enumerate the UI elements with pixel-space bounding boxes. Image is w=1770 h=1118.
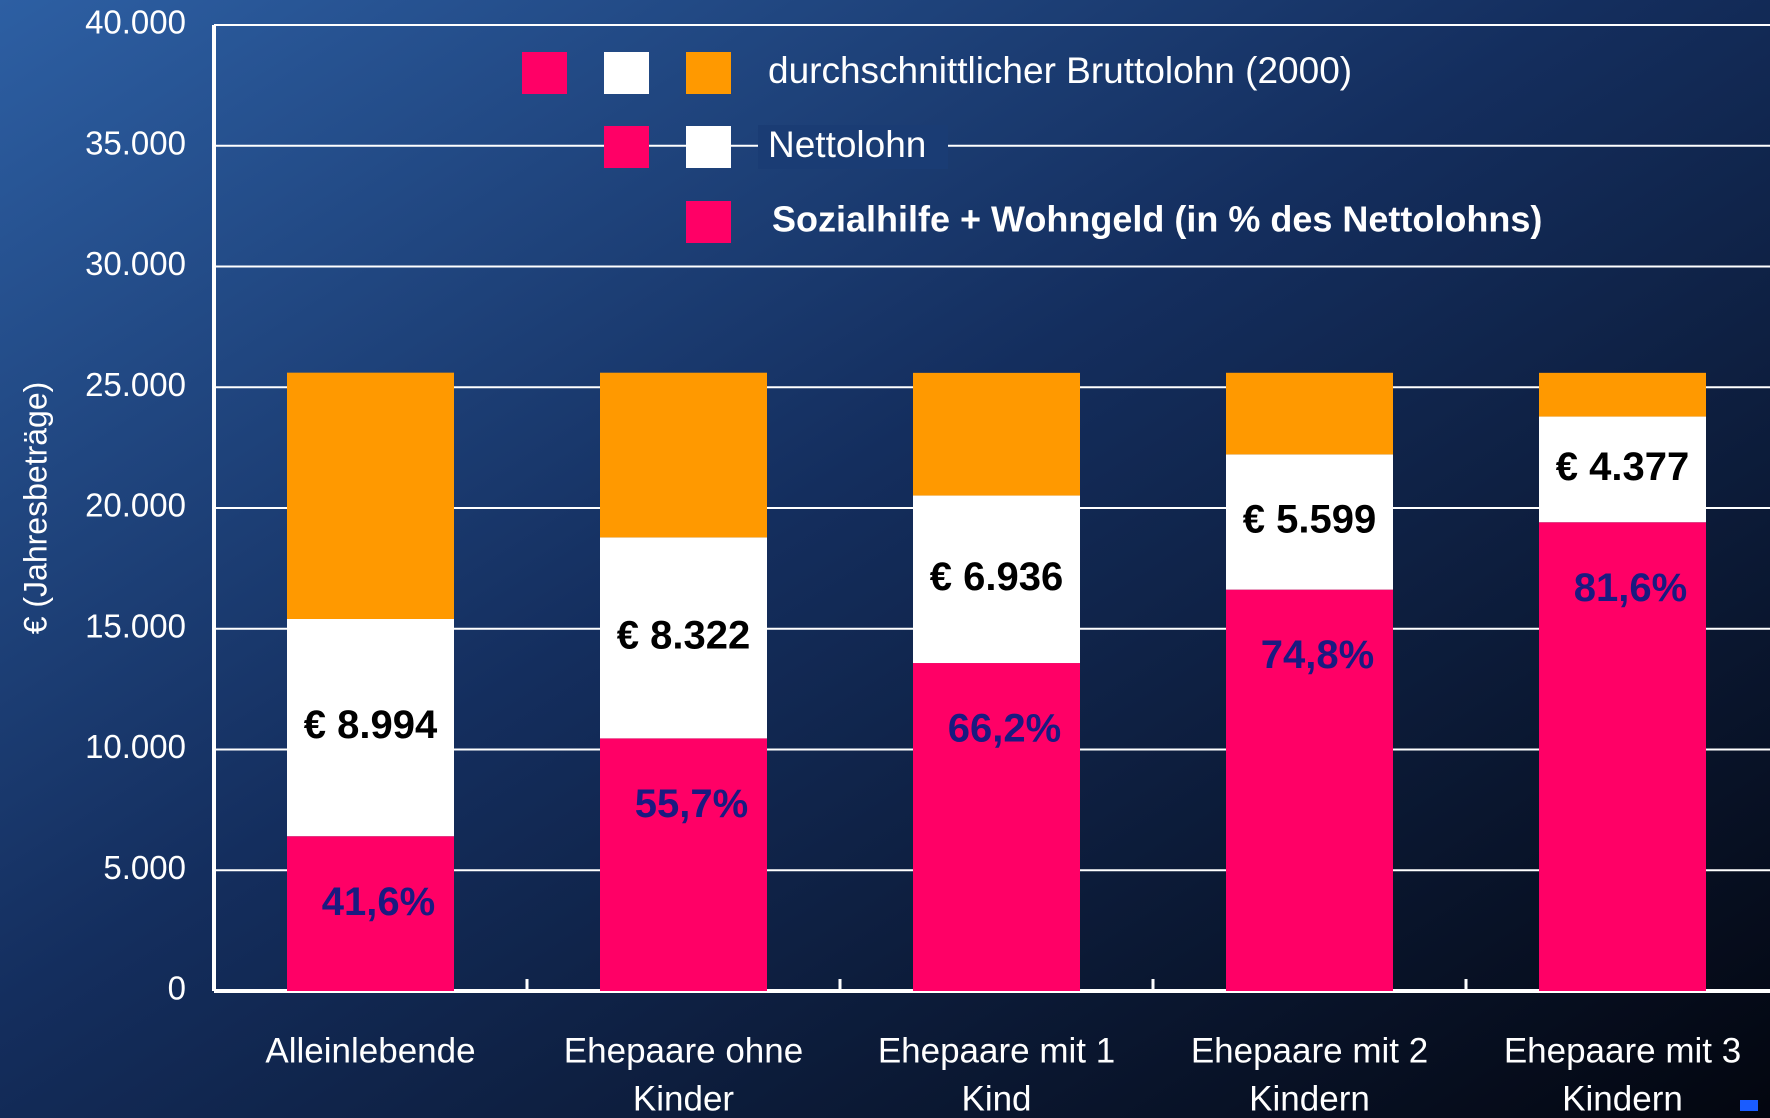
bar-segment — [1539, 522, 1706, 991]
legend-text-bg — [758, 125, 948, 169]
bar-segment — [913, 495, 1080, 664]
value-label: € 6.936 — [930, 555, 1063, 599]
legend-swatch — [686, 201, 731, 243]
y-tick-label: 20.000 — [85, 487, 186, 524]
y-tick-label: 5.000 — [103, 849, 186, 886]
bar-segment — [1226, 454, 1393, 590]
legend-label: Nettolohn — [768, 124, 926, 165]
bar-segment — [913, 663, 1080, 991]
y-tick-label: 10.000 — [85, 728, 186, 765]
share-label: 74,8% — [1261, 633, 1374, 677]
bar-segment — [1539, 416, 1706, 523]
bar-segment — [1539, 372, 1706, 417]
x-tick-label: Kindern — [1562, 1079, 1683, 1118]
legend-swatch — [604, 126, 649, 168]
bar-segment — [287, 372, 454, 619]
y-tick-label: 0 — [168, 970, 186, 1007]
legend-swatch — [686, 52, 731, 94]
bar-segment — [600, 372, 767, 538]
legend-swatch — [686, 126, 731, 168]
bar-segment — [600, 738, 767, 991]
y-tick-label: 25.000 — [85, 366, 186, 403]
legend-label: Sozialhilfe + Wohngeld (in % des Nettolo… — [772, 199, 1542, 240]
value-label: € 8.994 — [304, 703, 438, 747]
bar-segment — [287, 836, 454, 991]
share-label: 66,2% — [948, 707, 1061, 751]
value-label: € 8.322 — [617, 613, 750, 657]
y-tick-label: 30.000 — [85, 245, 186, 282]
y-tick-label: 40.000 — [85, 4, 186, 41]
bar-segment — [287, 618, 454, 837]
y-tick-label: 15.000 — [85, 607, 186, 644]
x-tick-label: Ehepaare mit 3 — [1504, 1031, 1741, 1070]
x-tick-label: Alleinlebende — [265, 1031, 475, 1070]
bar-segment — [1226, 372, 1393, 455]
y-axis-label: € (Jahresbeträge) — [17, 382, 53, 635]
x-tick-label: Kind — [961, 1079, 1031, 1118]
y-tick-label: 35.000 — [85, 124, 186, 161]
x-tick-label: Kindern — [1249, 1079, 1370, 1118]
share-label: 41,6% — [322, 880, 435, 924]
decor-square — [1740, 1100, 1758, 1111]
share-label: 55,7% — [635, 782, 748, 826]
legend-swatch — [522, 52, 567, 94]
legend-swatch — [604, 52, 649, 94]
value-label: € 4.377 — [1556, 445, 1689, 489]
value-label: € 5.599 — [1243, 498, 1376, 542]
bar-segment — [913, 372, 1080, 496]
x-tick-label: Ehepaare ohne — [564, 1031, 803, 1070]
x-tick-label: Ehepaare mit 1 — [878, 1031, 1115, 1070]
bar-segment — [1226, 589, 1393, 991]
bar-segment — [600, 537, 767, 739]
x-tick-label: Ehepaare mit 2 — [1191, 1031, 1428, 1070]
share-label: 81,6% — [1574, 566, 1687, 610]
x-tick-label: Kinder — [633, 1079, 735, 1118]
legend-label: durchschnittlicher Bruttolohn (2000) — [768, 50, 1352, 91]
